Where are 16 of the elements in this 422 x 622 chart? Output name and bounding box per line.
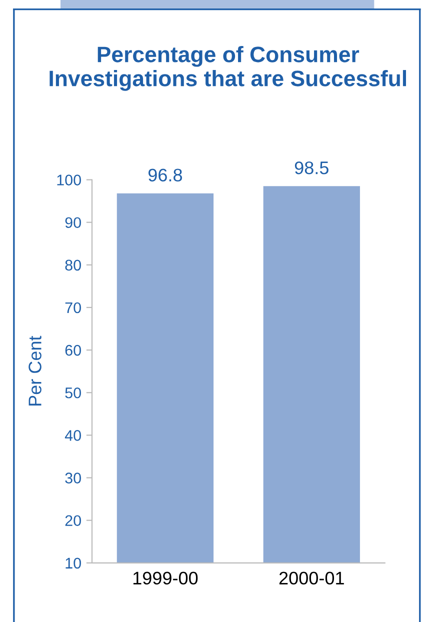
- chart-title: Percentage of Consumer Investigations that are Successful: [50, 46, 406, 91]
- y-tick-label: 70: [65, 302, 81, 314]
- y-tick-label: 50: [65, 387, 81, 398]
- y-tick-label: 10: [66, 558, 81, 569]
- data-label: 98.5: [294, 161, 328, 174]
- y-tick-label: 100: [57, 174, 81, 186]
- y-tick-label: 30: [65, 472, 81, 484]
- data-label: 96.8: [148, 168, 182, 182]
- y-axis-title: Per Cent: [28, 336, 42, 406]
- y-tick-label: 40: [64, 430, 81, 441]
- x-tick-label: 2000-01: [279, 572, 344, 585]
- y-tick-label: 60: [65, 344, 81, 356]
- y-tick-label: 20: [65, 515, 81, 526]
- y-tick-label: 80: [65, 260, 81, 271]
- x-tick-label: 1999-00: [133, 572, 198, 585]
- y-tick-label: 90: [65, 217, 81, 228]
